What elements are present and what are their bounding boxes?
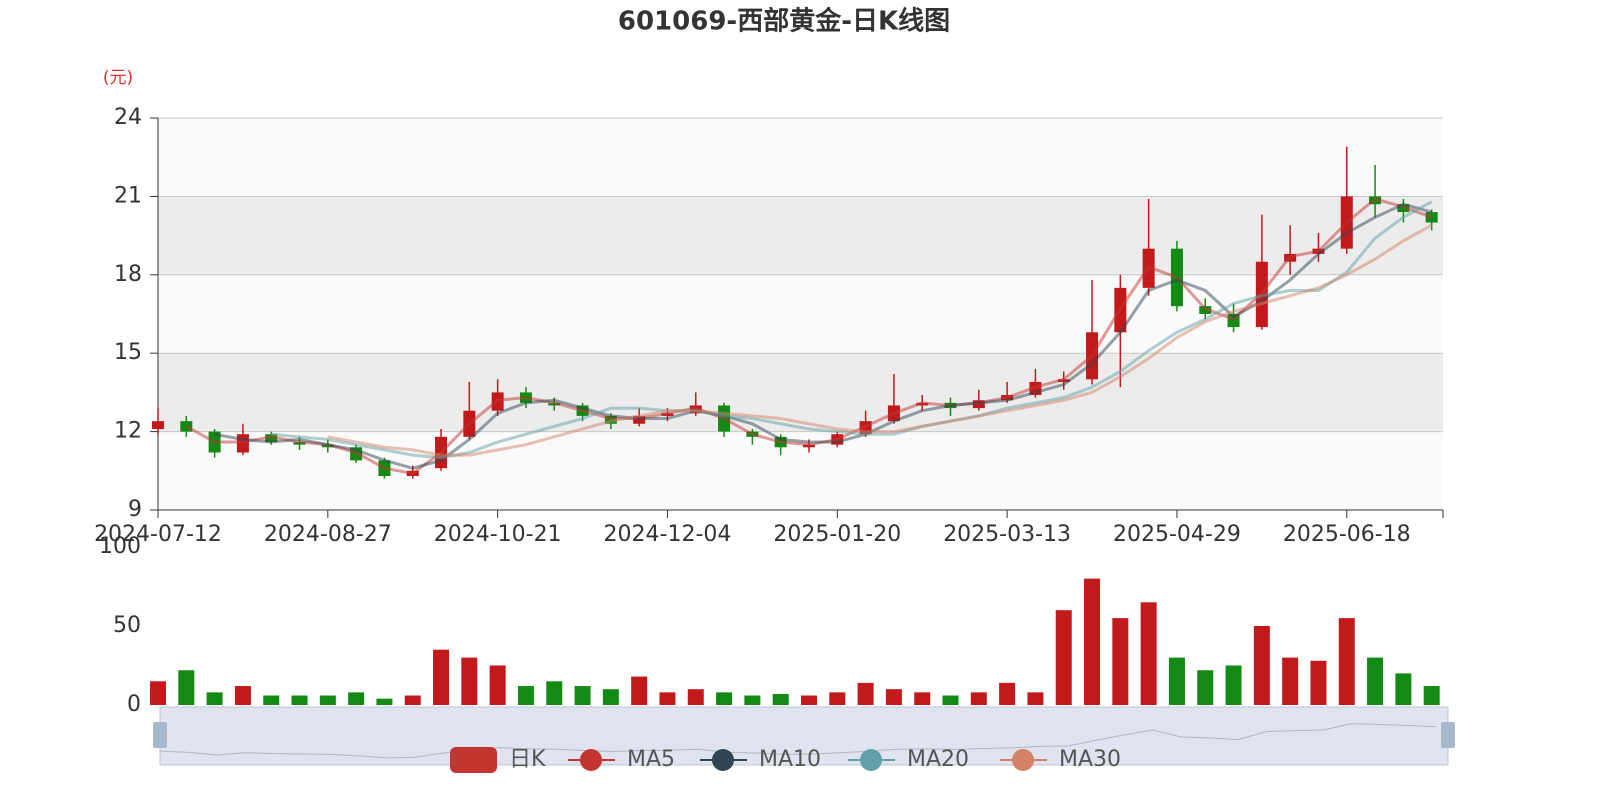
volume-bar: [178, 670, 195, 705]
volume-bar: [234, 686, 251, 705]
volume-bar: [1112, 618, 1129, 705]
legend-label[interactable]: MA30: [1059, 747, 1121, 772]
volume-bar: [1338, 618, 1355, 705]
legend-label[interactable]: MA5: [627, 747, 675, 772]
y-tick-label: 24: [114, 105, 142, 130]
volume-bar: [885, 689, 902, 705]
legend-dot: [580, 749, 602, 771]
x-tick-label: 2025-04-29: [1113, 522, 1241, 547]
volume-bar: [942, 695, 959, 705]
volume-bar: [659, 692, 676, 705]
plot-band: [158, 353, 1443, 432]
volume-bar: [517, 686, 534, 705]
volume-bar: [546, 681, 563, 705]
volume-bar: [1140, 602, 1157, 705]
volume-bar: [150, 681, 166, 705]
legend-swatch: [450, 747, 497, 773]
y-tick-label: 9: [128, 497, 142, 522]
volume-bar: [574, 686, 591, 705]
ma-line: [271, 200, 1433, 460]
y-tick-label: 15: [114, 340, 142, 365]
volume-bar: [772, 693, 789, 705]
x-tick-label: 2024-08-27: [264, 522, 392, 547]
zoom-slider[interactable]: [159, 706, 1449, 766]
volume-bar: [631, 676, 648, 705]
volume-bar: [348, 692, 365, 705]
legend-dot: [860, 749, 882, 771]
volume-bar: [489, 665, 506, 705]
volume-bar: [404, 695, 421, 705]
volume-bar: [1168, 657, 1185, 705]
legend-label[interactable]: MA20: [907, 747, 969, 772]
volume-bar: [829, 692, 846, 705]
x-tick-label: 2024-07-12: [94, 522, 222, 547]
x-tick-label: 2024-10-21: [434, 522, 562, 547]
volume-bar: [687, 689, 704, 705]
volume-tick-label: 100: [99, 534, 141, 559]
chart-title: 601069-西部黄金-日K线图: [618, 6, 950, 37]
y-unit: (元): [103, 68, 133, 88]
volume-bar: [1395, 673, 1412, 705]
volume-bar: [376, 698, 393, 705]
volume-bar: [1197, 670, 1214, 705]
x-tick-label: 2024-12-04: [604, 522, 732, 547]
volume-bar: [970, 692, 987, 705]
volume-bar: [206, 692, 223, 705]
candle-body: [152, 421, 164, 429]
plot-band: [158, 274, 1443, 354]
plot-band: [158, 118, 1443, 197]
legend-label[interactable]: MA10: [759, 747, 821, 772]
volume-bar: [857, 682, 874, 705]
x-tick-label: 2025-03-13: [943, 522, 1071, 547]
y-tick-label: 21: [114, 183, 142, 208]
volume-bar: [716, 692, 733, 705]
legend-dot: [1012, 749, 1034, 771]
ma-line: [327, 223, 1433, 457]
zoom-handle-left[interactable]: [153, 722, 167, 748]
volume-bar: [461, 657, 478, 705]
volume-bar: [1423, 686, 1440, 705]
volume-bar: [914, 692, 931, 705]
x-tick-label: 2025-06-18: [1283, 522, 1411, 547]
volume-bar: [1310, 660, 1327, 705]
volume-bar: [319, 695, 336, 705]
legend-dot: [712, 749, 734, 771]
volume-bar: [1084, 578, 1101, 705]
volume-bar: [1253, 626, 1270, 705]
x-tick-label: 2025-01-20: [773, 522, 901, 547]
volume-bar: [291, 695, 308, 705]
volume-bar: [1225, 665, 1242, 705]
volume-bar: [1282, 657, 1299, 705]
volume-tick-label: 0: [127, 692, 141, 717]
volume-bar: [433, 649, 450, 705]
zoom-handle-right[interactable]: [1441, 722, 1455, 748]
volume-bar: [602, 689, 619, 705]
y-tick-label: 18: [114, 262, 142, 287]
plot-band: [158, 196, 1443, 275]
volume-bar: [1027, 692, 1044, 705]
y-tick-label: 12: [114, 419, 142, 444]
volume-bar: [800, 695, 817, 705]
volume-bar: [263, 695, 280, 705]
volume-bar: [1367, 657, 1384, 705]
volume-bar: [999, 682, 1016, 705]
zoom-preview: [159, 723, 1437, 759]
volume-tick-label: 50: [113, 613, 141, 638]
legend-label[interactable]: 日K: [509, 747, 546, 772]
volume-bar: [744, 695, 761, 705]
volume-bar: [1055, 610, 1072, 705]
